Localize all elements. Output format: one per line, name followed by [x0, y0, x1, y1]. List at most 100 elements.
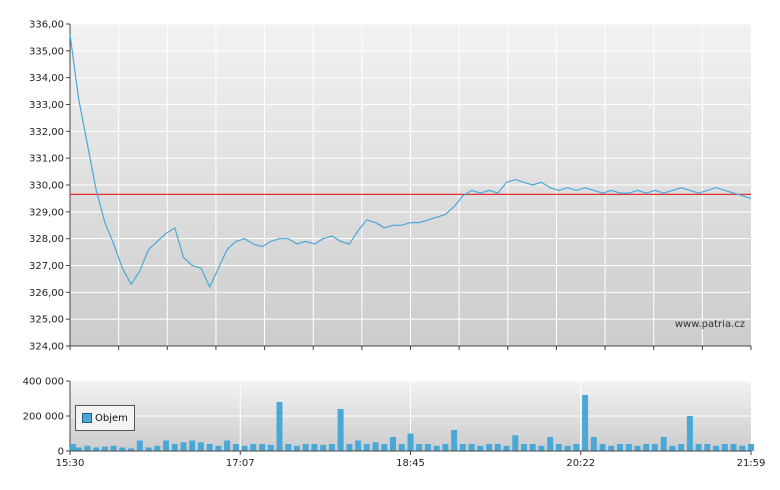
- volume-bar: [669, 445, 676, 452]
- volume-bar: [372, 442, 379, 452]
- price-y-tick-label: 326,00: [29, 288, 64, 299]
- volume-bar: [250, 444, 257, 451]
- time-x-axis: 15:30 17:07 18:45 20:22 21:59: [56, 450, 766, 469]
- volume-bar: [424, 444, 431, 451]
- volume-y-axis: 0 200 000 400 000: [23, 377, 71, 458]
- price-y-tick-label: 332,00: [29, 127, 64, 138]
- volume-bar: [503, 445, 510, 452]
- volume-bar: [381, 444, 388, 451]
- volume-y-tick-label: 200 000: [23, 412, 64, 423]
- volume-bar: [180, 442, 187, 452]
- volume-bar: [363, 444, 370, 451]
- volume-bar: [416, 444, 423, 451]
- volume-bar: [259, 444, 266, 451]
- volume-bar: [232, 444, 239, 451]
- volume-bar: [713, 445, 720, 452]
- volume-bar: [302, 444, 309, 451]
- volume-bar: [75, 447, 82, 451]
- volume-bar: [267, 444, 274, 451]
- price-y-tick-label: 328,00: [29, 234, 64, 245]
- price-y-tick-label: 335,00: [29, 46, 64, 57]
- volume-bar: [695, 444, 702, 451]
- volume-bar: [643, 444, 650, 451]
- watermark: www.patria.cz: [675, 319, 745, 330]
- volume-bar: [442, 444, 449, 451]
- price-y-tick-label: 330,00: [29, 181, 64, 192]
- volume-bar: [555, 444, 562, 451]
- volume-bar: [459, 444, 466, 451]
- volume-bar: [390, 437, 396, 451]
- volume-bars: [70, 395, 754, 452]
- volume-bar: [407, 433, 414, 451]
- volume-bar: [328, 444, 335, 451]
- volume-bar: [70, 444, 76, 451]
- x-tick-label: 20:22: [566, 458, 595, 469]
- volume-bar: [433, 445, 440, 452]
- volume-bar: [634, 445, 641, 452]
- volume-y-tick-label: 400 000: [23, 377, 64, 388]
- volume-bar: [398, 444, 405, 451]
- price-y-tick-label: 331,00: [29, 154, 64, 165]
- volume-bar: [477, 445, 484, 452]
- volume-legend: Objem: [75, 405, 135, 431]
- x-tick-label: 21:59: [737, 458, 766, 469]
- volume-bar: [660, 437, 667, 451]
- volume-bar: [346, 444, 353, 451]
- volume-bar: [311, 444, 318, 451]
- volume-bar: [730, 444, 737, 451]
- volume-bar: [538, 445, 545, 452]
- volume-bar: [529, 444, 536, 451]
- volume-bar: [136, 440, 143, 451]
- volume-bar: [171, 444, 178, 451]
- volume-bar: [599, 444, 606, 451]
- volume-bar: [512, 435, 519, 452]
- volume-bar: [451, 430, 458, 451]
- volume-bar: [101, 446, 108, 451]
- volume-bar: [739, 445, 746, 452]
- volume-bar: [547, 437, 554, 451]
- x-tick-label: 18:45: [396, 458, 425, 469]
- volume-bar: [119, 447, 126, 451]
- volume-bar: [678, 444, 685, 451]
- volume-bar: [625, 444, 632, 451]
- price-y-tick-label: 333,00: [29, 100, 64, 111]
- volume-bar: [337, 409, 344, 451]
- volume-bar: [590, 437, 597, 451]
- volume-bar: [582, 395, 589, 451]
- legend-swatch: [82, 413, 92, 423]
- price-series-line: [69, 34, 752, 289]
- volume-bar: [93, 447, 100, 451]
- volume-bar: [206, 444, 213, 451]
- volume-bar: [355, 440, 362, 451]
- volume-bar: [564, 445, 571, 452]
- volume-bar: [110, 445, 117, 452]
- volume-bar: [241, 445, 248, 452]
- price-y-tick-label: 327,00: [29, 261, 64, 272]
- volume-bar: [163, 440, 169, 451]
- volume-bar: [608, 445, 615, 452]
- price-y-tick-label: 336,00: [29, 20, 64, 31]
- volume-bar: [154, 445, 161, 452]
- volume-bar: [84, 445, 91, 452]
- volume-bar: [276, 402, 283, 451]
- volume-bar: [294, 445, 300, 452]
- volume-bar: [285, 444, 292, 451]
- volume-bar: [494, 444, 501, 451]
- volume-bar: [468, 444, 475, 451]
- volume-bar: [748, 444, 754, 451]
- price-y-tick-label: 329,00: [29, 207, 64, 218]
- volume-bar: [128, 448, 135, 451]
- volume-y-tick-label: 0: [58, 447, 64, 458]
- price-y-tick-label: 325,00: [29, 315, 64, 326]
- volume-bar: [224, 440, 231, 451]
- volume-bar: [145, 447, 152, 451]
- volume-bar: [721, 444, 728, 451]
- volume-bar: [189, 440, 196, 451]
- price-y-axis: 324,00 325,00 326,00 327,00 328,00 329,00 330,…: [29, 20, 752, 353]
- volume-bar: [704, 444, 711, 451]
- volume-bar: [573, 444, 580, 451]
- price-y-tick-label: 334,00: [29, 73, 64, 84]
- x-tick-label: 17:07: [226, 458, 255, 469]
- volume-bar: [651, 444, 658, 451]
